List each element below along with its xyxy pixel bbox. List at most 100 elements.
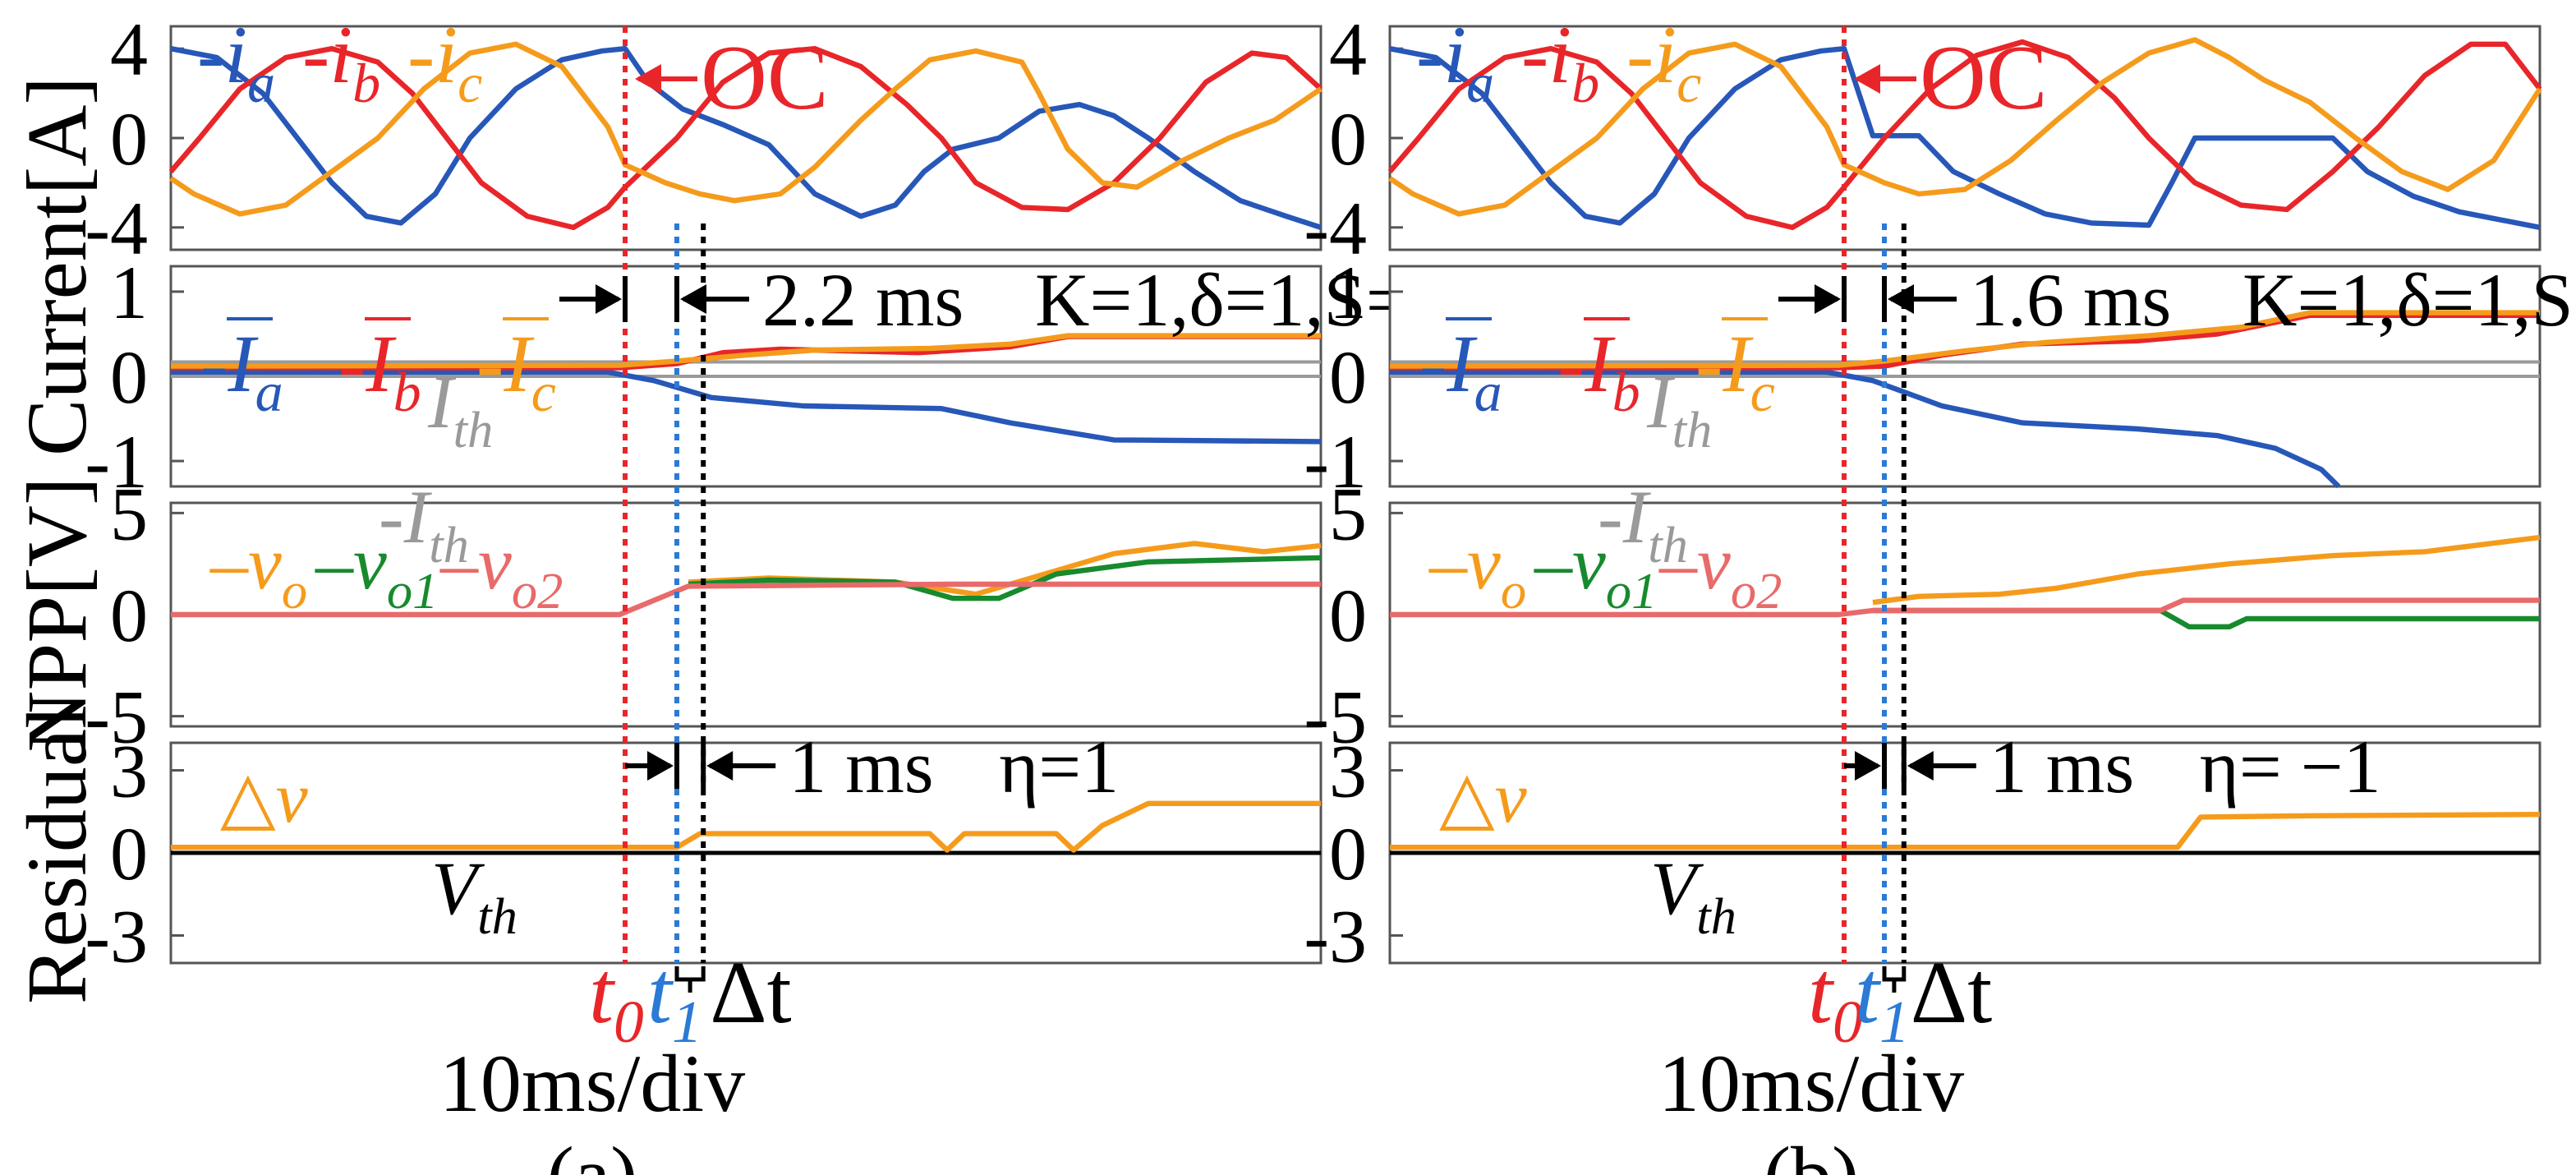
ith-label: Ith bbox=[427, 360, 493, 458]
vth-subscript: th bbox=[477, 887, 518, 945]
row-label-npp: NPP[V] bbox=[10, 477, 104, 752]
y-tick-label: -3 bbox=[85, 895, 148, 979]
y-tick-label: 0 bbox=[110, 812, 148, 896]
series-line-vo bbox=[1872, 534, 2541, 606]
legend-item: –vo bbox=[1428, 521, 1526, 620]
legend-phase-currents: -ia -ib -ic bbox=[1416, 9, 1701, 114]
y-tick-label: 1 bbox=[110, 251, 148, 334]
legend-symbol: i bbox=[435, 9, 458, 100]
legend-dash: - bbox=[1626, 9, 1654, 100]
legend-subscript: b bbox=[393, 361, 421, 423]
legend-item: -Ib bbox=[338, 318, 421, 423]
ith-label: Ith bbox=[1646, 360, 1712, 458]
y-tick-label: 0 bbox=[110, 574, 148, 657]
legend-item: -Ic bbox=[476, 318, 556, 423]
oc-label: OC bbox=[701, 27, 829, 129]
oc-label: OC bbox=[1920, 27, 2048, 129]
marker-t0-label: t0 bbox=[589, 944, 644, 1055]
vth-symbol: V bbox=[1650, 846, 1704, 930]
legend-subscript: o2 bbox=[1731, 562, 1782, 620]
y-tick-label: -5 bbox=[85, 675, 148, 759]
series-line-ic bbox=[169, 41, 1322, 217]
y-tick-label: 3 bbox=[110, 730, 148, 813]
legend-subscript: c bbox=[1677, 52, 1701, 114]
series-line-Ic bbox=[170, 333, 1321, 369]
legend-symbol: i bbox=[1654, 9, 1677, 100]
figure-caption: (a) bbox=[547, 1130, 638, 1175]
legend-item: -ic bbox=[1626, 9, 1701, 114]
legend-subscript: c bbox=[1750, 361, 1775, 423]
detect-arrowhead-right bbox=[680, 284, 706, 314]
legend-dash: - bbox=[302, 9, 329, 100]
legend-dash: – bbox=[315, 521, 354, 605]
residual-time-label: 1 ms bbox=[789, 725, 933, 809]
y-tick-label: -4 bbox=[85, 187, 148, 270]
panel-residual: 30-3 bbox=[1304, 730, 2542, 979]
y-tick-label: 0 bbox=[1329, 812, 1367, 896]
legend-item: -Ia bbox=[200, 318, 283, 423]
legend-item: -ib bbox=[302, 9, 380, 114]
detect-arrowhead-left bbox=[1815, 284, 1841, 314]
legend-item: -Ia bbox=[1419, 318, 1502, 423]
legend-subscript: o1 bbox=[387, 562, 439, 620]
series-line-ib bbox=[1387, 39, 2542, 230]
t1-subscript: 1 bbox=[672, 988, 702, 1055]
time-scale-label: 10ms/div bbox=[439, 1038, 745, 1129]
legend-symbol: i bbox=[224, 9, 247, 100]
panel-neutral-point-potential: 5 0 -5 bbox=[1304, 472, 2542, 759]
marker-t1-label: t1 bbox=[1855, 944, 1910, 1055]
y-tick-label: 4 bbox=[110, 7, 148, 91]
legend-residual-symbol: △v bbox=[1439, 758, 1528, 838]
vth-label: Vth bbox=[431, 846, 518, 945]
neg-ith-symbol: -I bbox=[379, 475, 433, 559]
series-line-ia bbox=[170, 46, 1322, 230]
residual-arrowhead-right bbox=[1907, 751, 1934, 781]
t1-symbol: t bbox=[647, 944, 674, 1042]
legend-dash: – bbox=[1428, 521, 1468, 605]
legend-item: -ia bbox=[197, 9, 275, 114]
row-label-current: Current[A] bbox=[10, 76, 104, 456]
series-line-ia bbox=[1389, 46, 2541, 230]
legend-subscript: c bbox=[458, 52, 482, 114]
panel-residual: 30-3 bbox=[85, 730, 1322, 979]
residual-param-label: η= −1 bbox=[2200, 725, 2381, 809]
legend-dash: - bbox=[1416, 9, 1443, 100]
panel-average-currents: 10-1 bbox=[1304, 251, 2542, 504]
legend-item: -ib bbox=[1521, 9, 1599, 114]
legend-subscript: o2 bbox=[512, 562, 564, 620]
legend-symbol: I bbox=[1584, 318, 1616, 409]
legend-dash: - bbox=[476, 318, 504, 409]
t0-subscript: 0 bbox=[1833, 988, 1863, 1055]
legend-residual: △v bbox=[1439, 758, 1528, 838]
legend-symbol: I bbox=[227, 318, 259, 409]
legend-dash: – bbox=[439, 521, 479, 605]
t0-subscript: 0 bbox=[614, 988, 644, 1055]
figure-b: 40-410-150-530-3OC-ia -ib -ic-Ia -Ib -Ic–vo –… bbox=[1304, 7, 2576, 1175]
ith-symbol: I bbox=[427, 360, 457, 444]
ith-subscript: th bbox=[1672, 401, 1713, 458]
legend-item: –vo2 bbox=[439, 521, 563, 620]
legend-subscript: a bbox=[1466, 52, 1494, 114]
row-labels: Current[A] NPP[V]Residual bbox=[10, 76, 104, 1004]
t0-symbol: t bbox=[1808, 944, 1835, 1042]
y-tick-label: -3 bbox=[1304, 895, 1367, 979]
legend-average-currents: -Ia -Ib -Ic bbox=[200, 317, 556, 423]
series-line-Ia bbox=[1390, 369, 2341, 489]
series-line-vo2 bbox=[1390, 597, 2540, 618]
series-line-v bbox=[171, 800, 1321, 853]
legend-symbol: v bbox=[1467, 521, 1501, 605]
figure-a: 40-410-150-530-3OC-ia -ib -ic-Ia -Ib -Ic–vo –… bbox=[85, 7, 1507, 1175]
residual-arrowhead-left bbox=[1855, 751, 1881, 781]
legend-dash: - bbox=[1695, 318, 1723, 409]
residual-arrowhead-right bbox=[706, 751, 734, 781]
legend-subscript: a bbox=[255, 361, 283, 423]
series-line-ib bbox=[168, 46, 1323, 230]
legend-symbol: i bbox=[329, 9, 352, 100]
y-tick-label: 4 bbox=[1329, 7, 1367, 91]
series-line-ic bbox=[1388, 37, 2542, 217]
legend-dash: - bbox=[1557, 318, 1585, 409]
residual-param-label: η=1 bbox=[999, 725, 1119, 809]
y-tick-label: 3 bbox=[1329, 730, 1367, 813]
legend-item: –vo1 bbox=[315, 521, 438, 620]
